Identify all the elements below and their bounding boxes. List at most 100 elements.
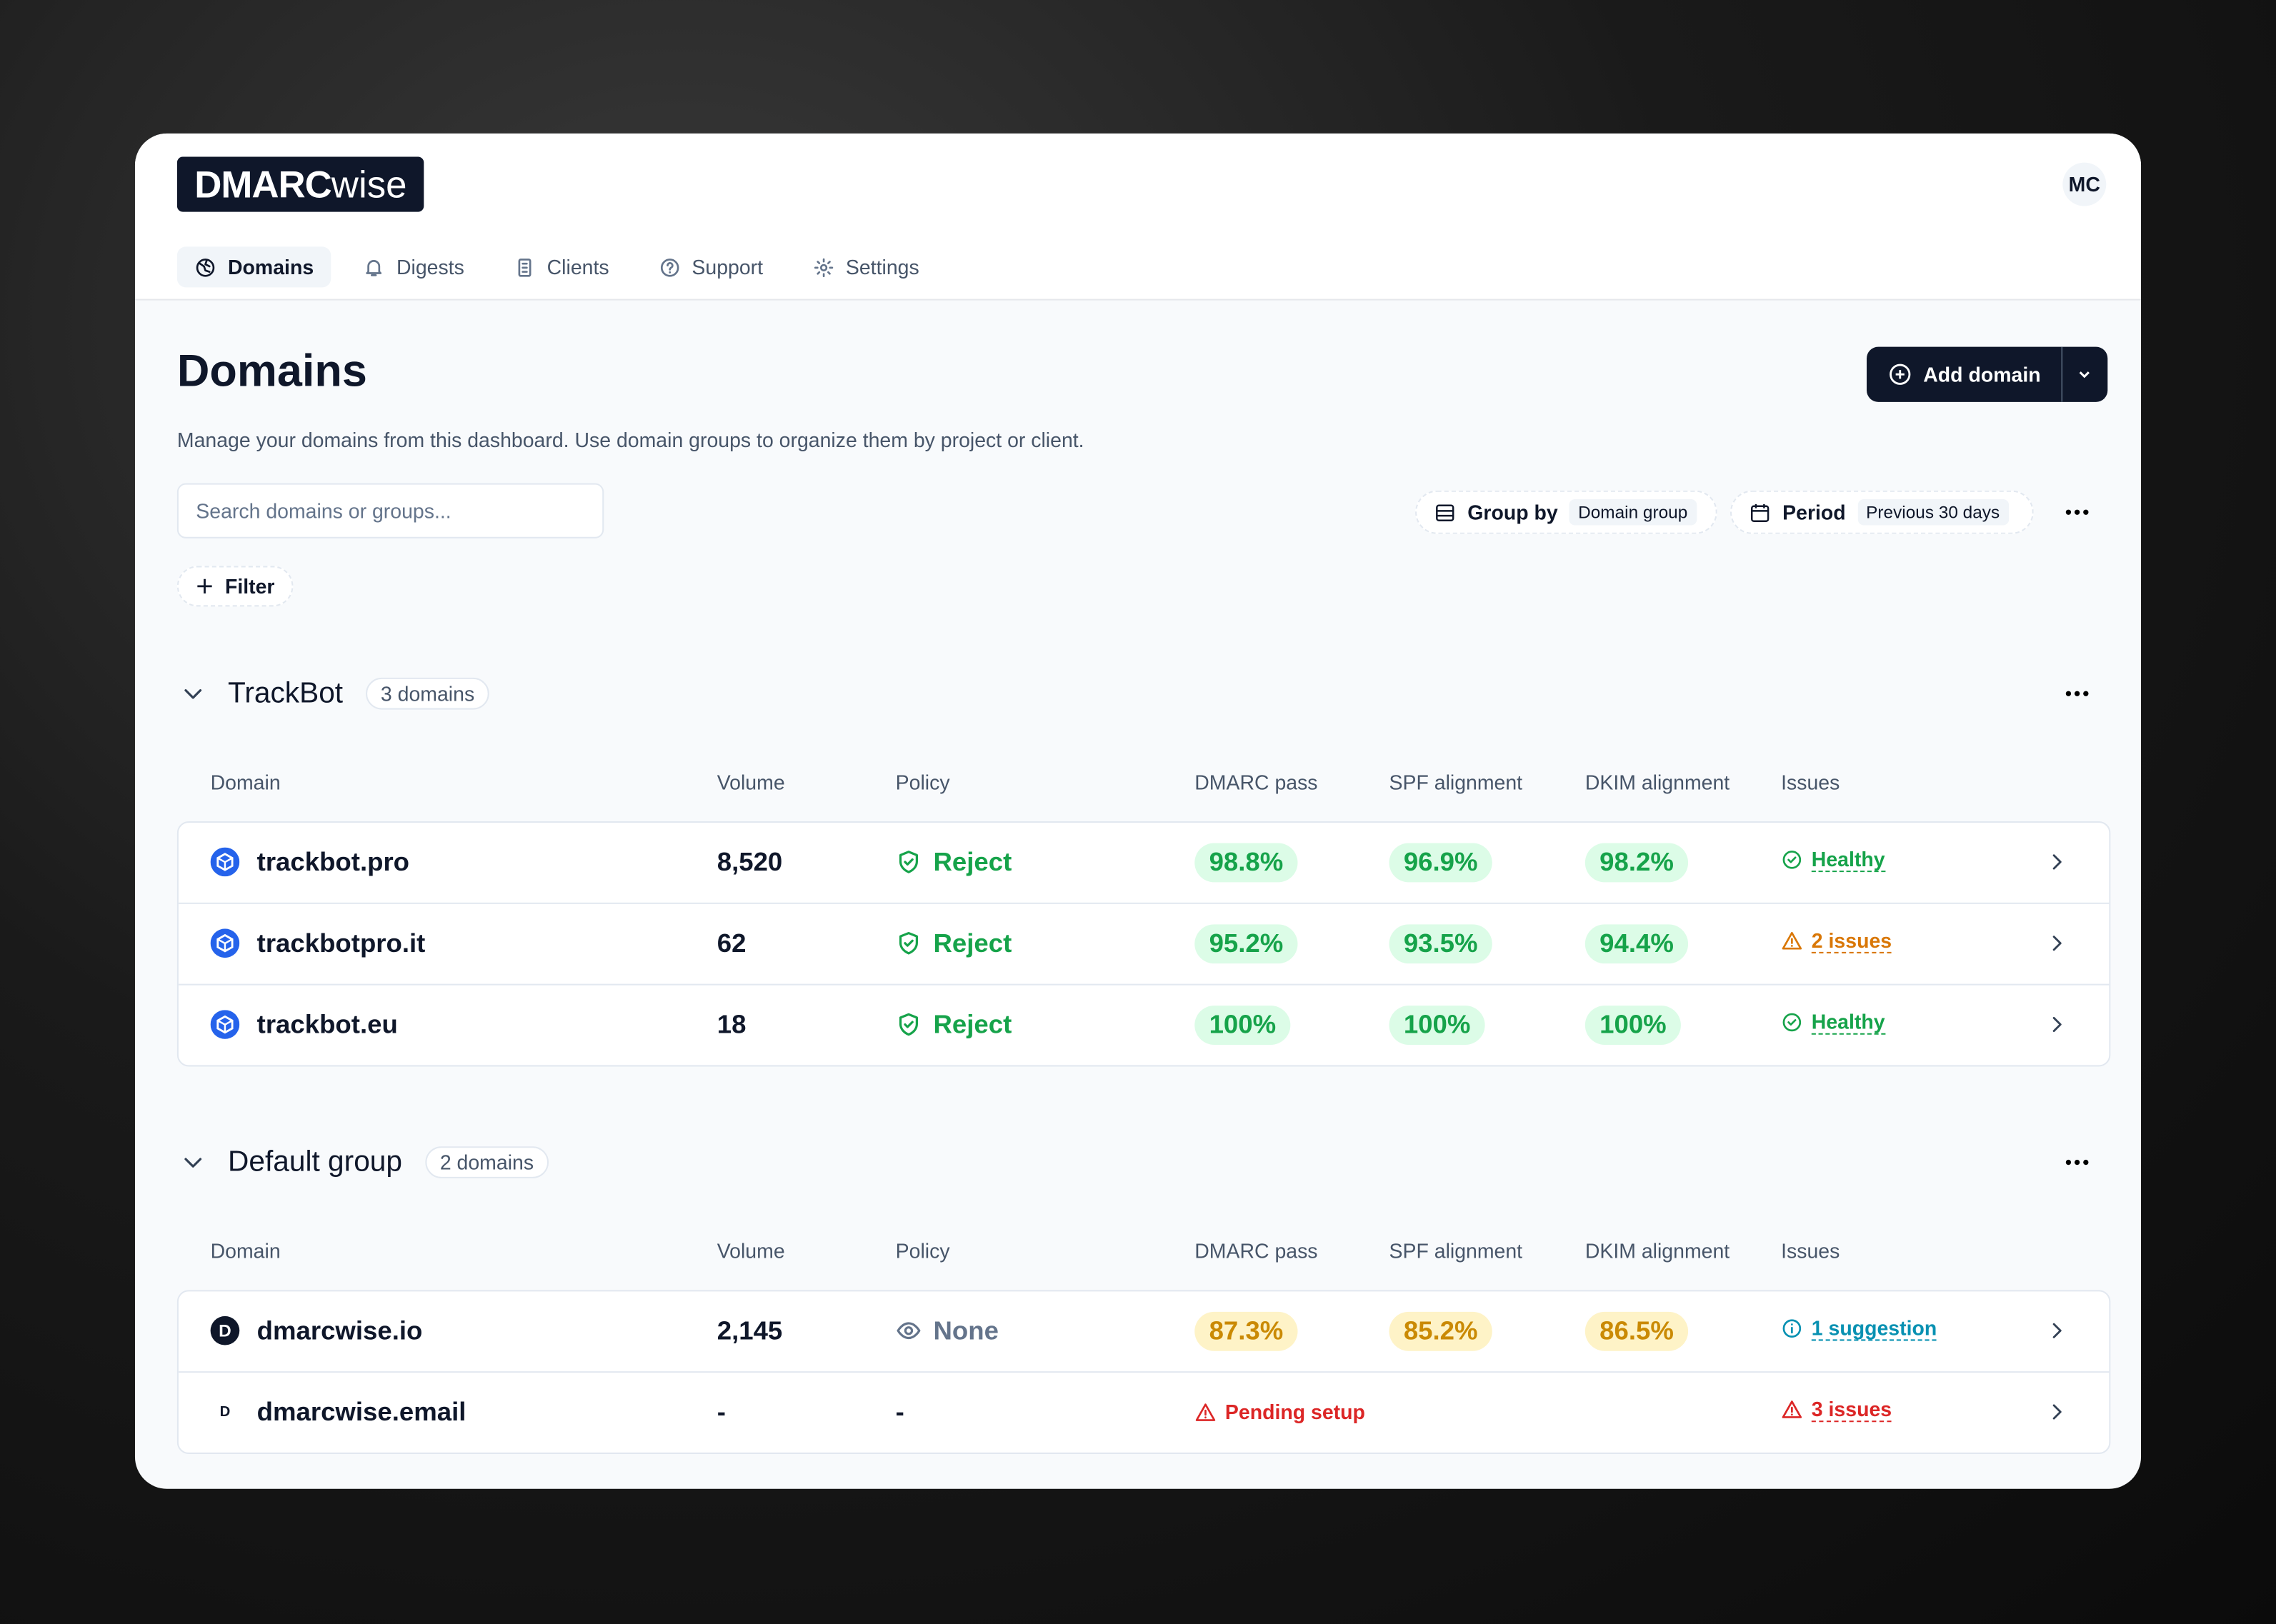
circle-shape — [2065, 691, 2072, 696]
domain-name[interactable]: trackbot.eu — [256, 1009, 398, 1038]
issues-cell: Healthy — [1781, 841, 1885, 882]
volume: - — [717, 1396, 726, 1426]
rate-cell: 86.5% — [1584, 1310, 1689, 1351]
group-name: TrackBot — [228, 676, 344, 709]
favicon: D — [210, 1315, 240, 1345]
rate-cell: 100% — [1584, 1004, 1682, 1045]
dropdown-icon[interactable] — [2076, 366, 2093, 383]
column-header: Issues — [1781, 770, 1840, 794]
issues-icon — [1782, 1400, 1802, 1418]
policy: Reject — [896, 1004, 1012, 1045]
shield-icon — [899, 1013, 918, 1036]
volume: 8,520 — [717, 846, 783, 876]
domain-cell: trackbot.pro — [210, 841, 410, 882]
rate-cell: 85.2% — [1389, 1310, 1492, 1351]
issues-cell: 2 issues — [1781, 923, 1892, 963]
issues-link[interactable]: Healthy — [1811, 848, 1885, 873]
table-icon — [1436, 503, 1454, 521]
circle-shape — [2065, 1159, 2072, 1166]
row-chevron — [2052, 1016, 2062, 1033]
row-chevron — [2052, 854, 2062, 870]
path-shape — [197, 578, 212, 594]
circle-shape — [2083, 691, 2089, 696]
group-header[interactable]: Default group 2 domains — [228, 1142, 549, 1183]
column-header: Policy — [895, 1239, 950, 1263]
issues-icon — [1782, 1319, 1802, 1338]
more-button[interactable] — [2062, 508, 2092, 516]
period-control[interactable]: Period Previous 30 days — [1730, 490, 2034, 534]
favicon — [210, 928, 240, 958]
domain-name[interactable]: trackbotpro.it — [256, 928, 426, 958]
domain-name[interactable]: dmarcwise.io — [256, 1315, 423, 1345]
collapse-icon — [184, 689, 202, 699]
path-shape — [2052, 854, 2062, 870]
domain-cell: trackbotpro.it — [210, 923, 426, 963]
issues-link[interactable]: Healthy — [1811, 1010, 1885, 1035]
issues-link[interactable]: 1 suggestion — [1811, 1316, 1937, 1341]
path-shape — [1437, 509, 1454, 516]
row-divider — [178, 983, 2110, 986]
period-label: Period — [1782, 501, 1846, 524]
path-shape — [199, 259, 211, 272]
eye-icon — [897, 1322, 921, 1340]
rect-shape — [1750, 504, 1770, 521]
add-domain-button[interactable]: Add domain — [1867, 346, 2108, 402]
row-chevron — [2052, 936, 2062, 951]
page-title: Domains — [176, 345, 367, 396]
path-shape — [904, 858, 914, 866]
nav-item[interactable]: Digests — [346, 246, 481, 287]
group-more-button — [2065, 1159, 2089, 1166]
issues-link[interactable]: 3 issues — [1811, 1398, 1892, 1423]
group-more-button — [2065, 691, 2089, 696]
search-input[interactable]: Search domains or groups... — [176, 483, 604, 538]
rate-pill: 96.9% — [1389, 842, 1492, 882]
domain-table — [176, 821, 2111, 1067]
circle-shape — [2083, 509, 2089, 515]
rate-cell: 96.9% — [1389, 841, 1492, 882]
column-header: Policy — [895, 770, 950, 794]
rate-cell: 100% — [1389, 1004, 1485, 1045]
policy-label: Reject — [933, 846, 1012, 876]
path-shape — [899, 1013, 918, 1036]
rate-pill: 98.2% — [1584, 842, 1689, 882]
issues-cell: 3 issues — [1781, 1392, 1892, 1433]
plus-icon — [197, 578, 212, 594]
nav-item[interactable]: Settings — [795, 246, 937, 287]
issues-link[interactable]: 2 issues — [1811, 928, 1892, 953]
circle-shape — [2074, 509, 2080, 515]
volume: 2,145 — [717, 1315, 783, 1345]
issues-icon — [1782, 851, 1802, 869]
filter-button[interactable]: Filter — [176, 566, 294, 607]
nav-item[interactable]: Clients — [496, 246, 627, 287]
nav-label: Support — [692, 255, 764, 279]
logo-light: wise — [331, 161, 407, 206]
row-chevron — [2052, 1323, 2062, 1338]
nav-item[interactable]: Support — [641, 246, 780, 287]
nav-label: Clients — [546, 255, 609, 279]
rate-cell: 87.3% — [1194, 1310, 1298, 1351]
avatar[interactable]: MC — [2062, 162, 2107, 206]
status-label: Pending setup — [1224, 1400, 1365, 1424]
domain-name[interactable]: trackbot.pro — [256, 846, 410, 876]
path-shape — [184, 1158, 202, 1168]
path-shape — [217, 857, 233, 871]
path-shape — [1787, 1019, 1797, 1026]
logo[interactable]: DMARC wise — [176, 156, 424, 212]
nav-icon — [196, 258, 215, 276]
rect-shape — [518, 258, 531, 276]
domain-name[interactable]: dmarcwise.email — [256, 1396, 466, 1426]
path-shape — [184, 689, 202, 699]
group-header[interactable]: TrackBot 3 domains — [228, 673, 489, 714]
nav-label: Settings — [845, 255, 919, 279]
divider — [2061, 346, 2063, 402]
policy-label: - — [895, 1396, 904, 1426]
nav-icon — [660, 258, 679, 276]
status-cell: Pending setup — [1194, 1392, 1365, 1433]
nav-item[interactable]: Domains — [176, 246, 331, 288]
group-by-control[interactable]: Group by Domain group — [1415, 490, 1717, 534]
nav-icon — [366, 259, 382, 276]
rect-shape — [1436, 503, 1454, 521]
